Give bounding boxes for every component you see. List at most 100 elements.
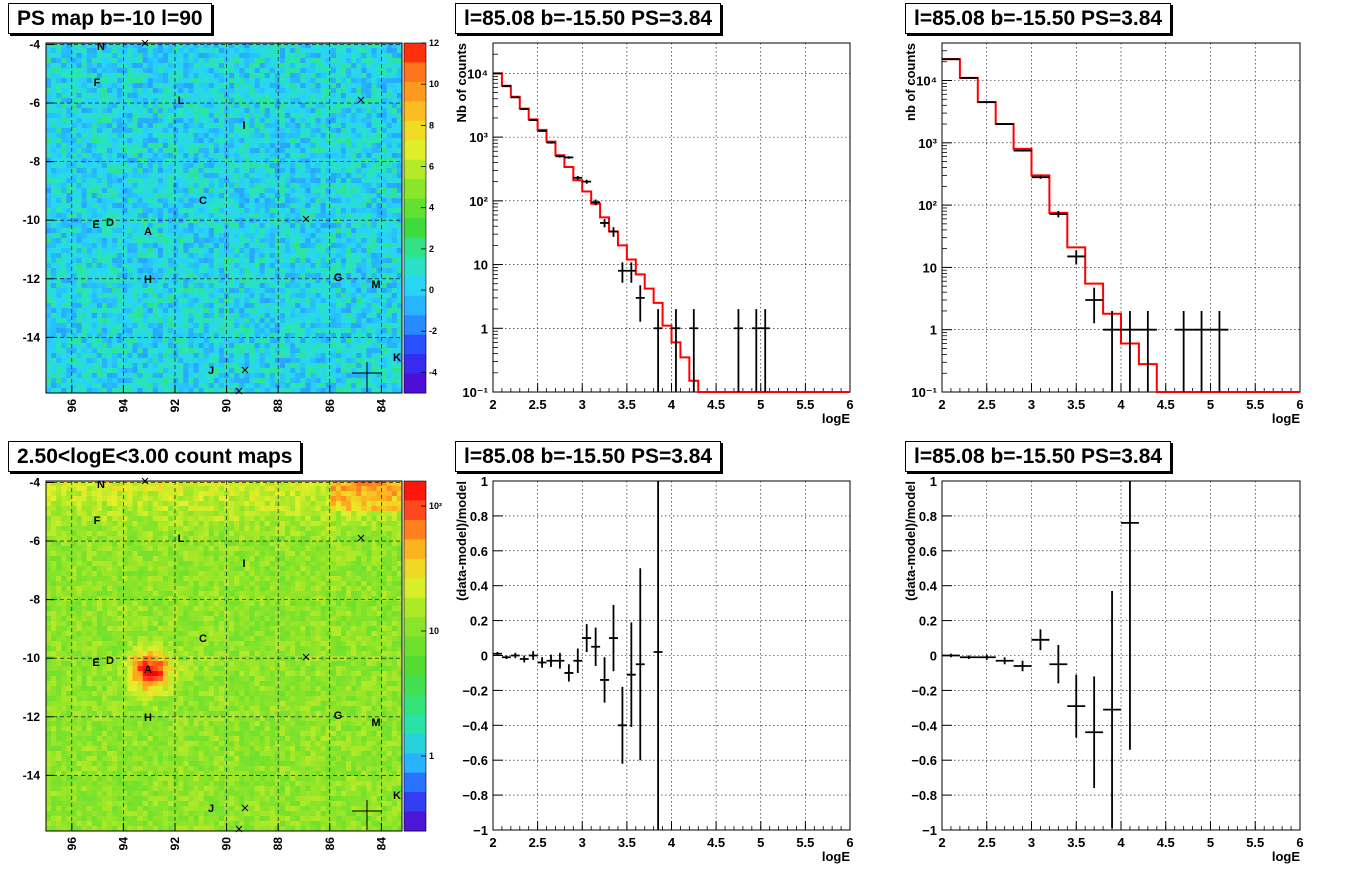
heatmap-cell: [101, 298, 108, 304]
heatmap-cell: [234, 223, 240, 229]
heatmap-cell: [330, 388, 337, 394]
heatmap-cell: [305, 158, 311, 164]
heatmap-cell: [290, 348, 296, 354]
heatmap-cell: [183, 253, 189, 259]
heatmap-cell: [152, 333, 159, 339]
heatmap-cell: [81, 218, 88, 224]
heatmap-cell: [122, 163, 128, 169]
heatmap-cell: [325, 138, 332, 144]
heatmap-cell: [183, 133, 189, 139]
heatmap-cell: [239, 153, 245, 159]
heatmap-cell: [213, 178, 220, 184]
heatmap-cell: [315, 93, 322, 99]
heatmap-cell: [71, 113, 77, 119]
heatmap-cell: [264, 333, 271, 339]
heatmap-cell: [168, 138, 174, 144]
heatmap-cell: [330, 258, 337, 264]
heatmap-cell: [107, 58, 113, 64]
heatmap-cell: [112, 268, 118, 274]
heatmap-cell: [157, 253, 164, 259]
heatmap-cell: [157, 63, 164, 69]
heatmap-cell: [300, 218, 306, 224]
heatmap-cell: [290, 113, 296, 119]
heatmap-cell: [157, 168, 164, 174]
heatmap-cell: [46, 153, 52, 159]
heatmap-cell: [112, 383, 118, 389]
heatmap-cell: [259, 193, 266, 199]
heatmap-cell: [315, 333, 322, 339]
heatmap-cell: [157, 113, 164, 119]
heatmap-cell: [320, 123, 327, 129]
heatmap-cell: [330, 168, 337, 174]
heatmap-cell: [285, 248, 291, 254]
heatmap-cell: [162, 83, 169, 89]
heatmap-cell: [290, 153, 296, 159]
heatmap-cell: [86, 278, 93, 284]
heatmap-cell: [285, 173, 291, 179]
heatmap-cell: [330, 363, 337, 369]
heatmap-cell: [330, 318, 337, 324]
heatmap-cell: [381, 233, 388, 239]
heatmap-cell: [224, 173, 230, 179]
heatmap-cell: [310, 148, 316, 154]
heatmap-cell: [234, 288, 240, 294]
heatmap-cell: [305, 248, 311, 254]
heatmap-cell: [381, 338, 388, 344]
heatmap-cell: [330, 133, 337, 139]
heatmap-cell: [46, 218, 52, 224]
heatmap-cell: [96, 148, 103, 154]
heatmap-cell: [290, 243, 296, 249]
heatmap-cell: [274, 378, 281, 384]
heatmap-cell: [173, 248, 179, 254]
heatmap-cell: [76, 178, 82, 184]
heatmap-cell: [290, 78, 296, 84]
heatmap-cell: [249, 73, 255, 79]
heatmap-cell: [335, 253, 342, 259]
heatmap-cell: [86, 113, 93, 119]
heatmap-cell: [157, 298, 164, 304]
heatmap-cell: [71, 183, 77, 189]
heatmap-cell: [386, 318, 393, 324]
heatmap-cell: [249, 258, 255, 264]
heatmap-cell: [168, 308, 174, 314]
heatmap-cell: [269, 248, 276, 254]
heatmap-cell: [51, 173, 57, 179]
heatmap-cell: [147, 128, 154, 134]
heatmap-cell: [162, 98, 169, 104]
heatmap-cell: [361, 233, 367, 239]
heatmap-cell: [117, 263, 123, 269]
heatmap-cell: [249, 323, 255, 329]
heatmap-cell: [218, 343, 225, 349]
heatmap-cell: [259, 68, 266, 74]
heatmap-cell: [147, 218, 154, 224]
heatmap-cell: [396, 288, 403, 294]
heatmap-cell: [244, 88, 250, 94]
heatmap-cell: [152, 108, 159, 114]
heatmap-cell: [340, 78, 347, 84]
heatmap-cell: [356, 153, 362, 159]
heatmap-cell: [391, 298, 398, 304]
heatmap-cell: [320, 163, 327, 169]
heatmap-cell: [81, 363, 88, 369]
heatmap-cell: [168, 93, 174, 99]
heatmap-cell: [239, 103, 245, 109]
heatmap-cell: [376, 143, 383, 149]
heatmap-cell: [371, 48, 377, 54]
heatmap-cell: [346, 253, 352, 259]
heatmap-cell: [208, 168, 215, 174]
heatmap-cell: [229, 163, 235, 169]
heatmap-cell: [300, 173, 306, 179]
heatmap-cell: [81, 288, 88, 294]
heatmap-cell: [279, 168, 286, 174]
heatmap-cell: [315, 358, 322, 364]
heatmap-cell: [259, 198, 266, 204]
heatmap-cell: [361, 283, 367, 289]
heatmap-cell: [229, 53, 235, 59]
heatmap-cell: [101, 233, 108, 239]
heatmap-cell: [132, 78, 138, 84]
heatmap-cell: [96, 318, 103, 324]
heatmap-cell: [198, 98, 205, 104]
heatmap-cell: [193, 248, 199, 254]
heatmap-cell: [213, 93, 220, 99]
